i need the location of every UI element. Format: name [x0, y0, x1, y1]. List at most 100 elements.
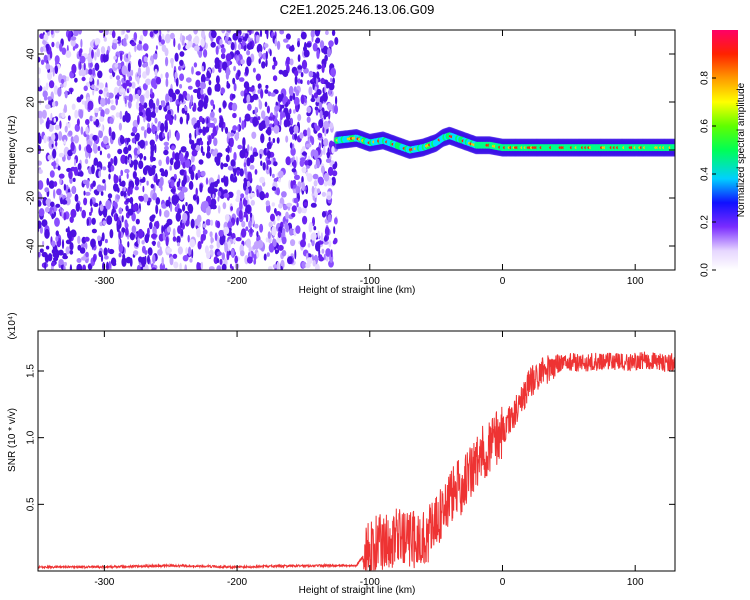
noise-blob	[226, 30, 232, 33]
noise-blob	[150, 183, 154, 189]
noise-blob	[176, 235, 181, 244]
noise-blob	[194, 218, 200, 226]
noise-blob	[174, 114, 177, 121]
noise-blob	[273, 125, 280, 134]
snr-plot-area	[38, 331, 675, 571]
noise-blob	[51, 261, 56, 267]
noise-blob	[291, 143, 295, 150]
noise-blob	[38, 191, 42, 202]
noise-blob	[226, 250, 230, 261]
noise-blob	[142, 43, 149, 52]
noise-blob	[161, 224, 164, 235]
noise-blob	[327, 214, 332, 223]
noise-blob	[45, 198, 50, 206]
noise-blob	[209, 244, 214, 249]
noise-blob	[182, 204, 186, 212]
noise-blob	[216, 258, 220, 264]
noise-blob	[232, 125, 238, 132]
noise-blob	[327, 47, 331, 58]
noise-blob	[139, 94, 145, 104]
noise-blob	[141, 109, 146, 118]
noise-blob	[306, 127, 311, 138]
noise-blob	[239, 168, 244, 177]
noise-blob	[330, 67, 337, 78]
noise-blob	[182, 255, 189, 262]
noise-blob	[133, 250, 139, 256]
noise-blob	[69, 242, 74, 251]
noise-blob	[252, 116, 258, 127]
noise-blob	[276, 261, 280, 270]
noise-blob	[164, 145, 169, 151]
noise-blob	[132, 126, 138, 134]
noise-blob	[155, 132, 158, 142]
noise-blob	[248, 86, 255, 92]
noise-blob	[129, 196, 134, 204]
noise-blob	[90, 207, 93, 213]
noise-blob	[57, 87, 62, 97]
noise-blob	[224, 36, 228, 44]
noise-blob	[172, 236, 177, 242]
noise-blob	[158, 159, 162, 167]
noise-blob	[155, 204, 159, 215]
noise-blob	[236, 194, 240, 202]
noise-blob	[138, 195, 142, 201]
noise-blob	[320, 232, 323, 242]
noise-blob	[41, 219, 48, 228]
noise-blob	[266, 163, 269, 171]
noise-blob	[219, 258, 223, 265]
noise-blob	[289, 142, 293, 149]
noise-blob	[181, 223, 185, 230]
noise-blob	[316, 188, 321, 194]
noise-blob	[196, 227, 201, 238]
noise-blob	[294, 70, 299, 77]
noise-blob	[61, 47, 67, 55]
noise-blob	[320, 165, 325, 174]
noise-blob	[50, 30, 54, 35]
noise-blob	[155, 106, 159, 113]
noise-blob	[44, 104, 51, 110]
noise-blob	[235, 167, 241, 172]
noise-blob	[237, 144, 243, 150]
noise-blob	[214, 232, 218, 242]
noise-blob	[316, 71, 320, 79]
noise-blob	[190, 94, 194, 103]
noise-blob	[143, 102, 148, 109]
noise-blob	[232, 77, 236, 85]
noise-blob	[189, 258, 193, 263]
noise-blob	[324, 84, 327, 94]
noise-blob	[243, 44, 247, 52]
noise-blob	[207, 86, 212, 96]
noise-blob	[301, 166, 307, 174]
noise-blob	[265, 84, 269, 89]
noise-blob	[312, 173, 319, 180]
noise-blob	[119, 110, 123, 120]
noise-blob	[246, 50, 251, 56]
noise-blob	[166, 247, 173, 254]
noise-blob	[93, 144, 98, 154]
noise-blob	[197, 169, 201, 179]
noise-blob	[229, 137, 234, 148]
snr-panel: -300 -200 -100 0 100 1.5 1.0 0.5 Height of stra…	[7, 312, 676, 596]
noise-blob	[188, 180, 194, 190]
noise-blob	[268, 116, 273, 121]
noise-blob	[313, 226, 317, 231]
noise-blob	[42, 240, 45, 247]
noise-blob	[179, 73, 185, 81]
noise-blob	[321, 211, 327, 218]
noise-blob	[124, 219, 128, 226]
noise-blob	[216, 152, 221, 162]
noise-blob	[304, 160, 309, 166]
noise-blob	[129, 257, 133, 267]
noise-blob	[195, 79, 201, 88]
noise-blob	[122, 37, 127, 47]
noise-blob	[83, 190, 86, 196]
noise-blob	[315, 37, 321, 43]
noise-blob	[38, 180, 44, 190]
noise-blob	[91, 49, 94, 59]
noise-blob	[80, 126, 84, 135]
noise-blob	[71, 63, 77, 74]
noise-blob	[290, 117, 293, 125]
noise-blob	[249, 164, 255, 170]
noise-blob	[69, 216, 74, 224]
